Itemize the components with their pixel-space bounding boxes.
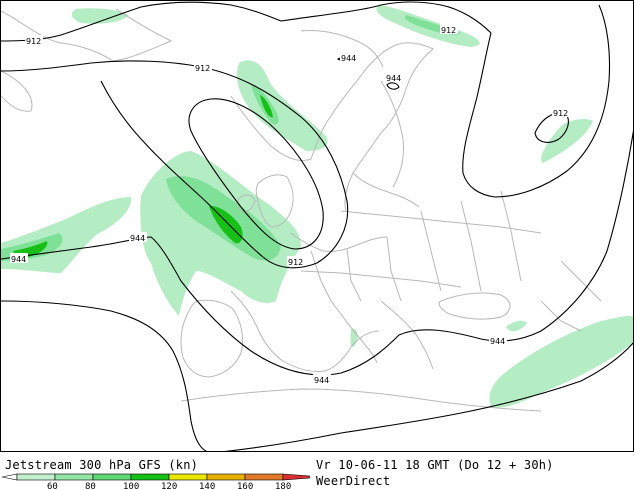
jet-band-small-1	[506, 320, 527, 332]
contour-label-912-s: 912	[288, 258, 303, 267]
legend-swatch	[168, 473, 208, 481]
legend-high-arrow	[282, 473, 310, 481]
contour-944-south	[1, 300, 208, 451]
contour-944	[1, 130, 633, 376]
jet-band-norway	[237, 60, 328, 151]
legend-swatch	[130, 473, 170, 481]
legend-tick-label: 100	[123, 482, 139, 490]
legend-swatch	[54, 473, 94, 481]
contour-912-inner	[1, 60, 349, 269]
legend-low-arrow	[1, 473, 18, 481]
legend-swatch	[92, 473, 132, 481]
contour-label-944-ne: 944	[386, 74, 401, 83]
source-credit: WeerDirect	[316, 474, 391, 488]
jetstream-shading	[1, 5, 633, 408]
contour-944-low	[224, 342, 633, 451]
legend-tick-label: 80	[85, 482, 96, 490]
contour-labels: 912 912 912 912 912 944 944 944 944 944 …	[10, 24, 570, 385]
map-canvas: 912 912 912 912 912 944 944 944 944 944 …	[1, 1, 633, 451]
valid-time: Vr 10-06-11 18 GMT (Do 12 + 30h)	[316, 458, 554, 472]
contour-label-912-e: 912	[553, 109, 568, 118]
jet-band-east	[541, 118, 593, 163]
jet-band-west-max	[209, 205, 243, 244]
chart-title: Jetstream 300 hPa GFS (kn)	[5, 458, 199, 472]
legend-swatch	[16, 473, 56, 481]
legend-tick-label: 180	[275, 482, 291, 490]
legend-tick-label: 60	[47, 482, 58, 490]
contour-label-912-n: 912	[441, 26, 456, 35]
contour-label-944-s: 944	[314, 376, 329, 385]
contour-label-944-n: 944	[341, 54, 356, 63]
contour-944-smallNE	[386, 82, 400, 90]
jet-band-topleft	[71, 8, 129, 24]
legend-swatch	[244, 473, 284, 481]
contour-912-loop	[188, 98, 324, 250]
weather-map: 912 912 912 912 912 944 944 944 944 944 …	[0, 0, 634, 452]
contour-912-east	[462, 4, 611, 198]
jet-band-southeast	[489, 315, 633, 408]
contour-label-944-w: 944	[11, 255, 26, 264]
legend-tick-label: 140	[199, 482, 215, 490]
jet-band-norway-max	[260, 95, 273, 118]
contour-label-944-atl: 944	[130, 234, 145, 243]
contour-label-912-nw: 912	[26, 37, 41, 46]
contour-label-912-trough: 912	[195, 64, 210, 73]
legend-tick-label: 120	[161, 482, 177, 490]
legend-tick-label: 160	[237, 482, 253, 490]
speed-legend: 60 80 100 120 140 160 180	[1, 473, 310, 490]
contour-912-trough	[1, 1, 492, 42]
legend-swatch	[206, 473, 246, 481]
contour-912-small	[534, 112, 569, 143]
contour-label-944-se: 944	[490, 337, 505, 346]
